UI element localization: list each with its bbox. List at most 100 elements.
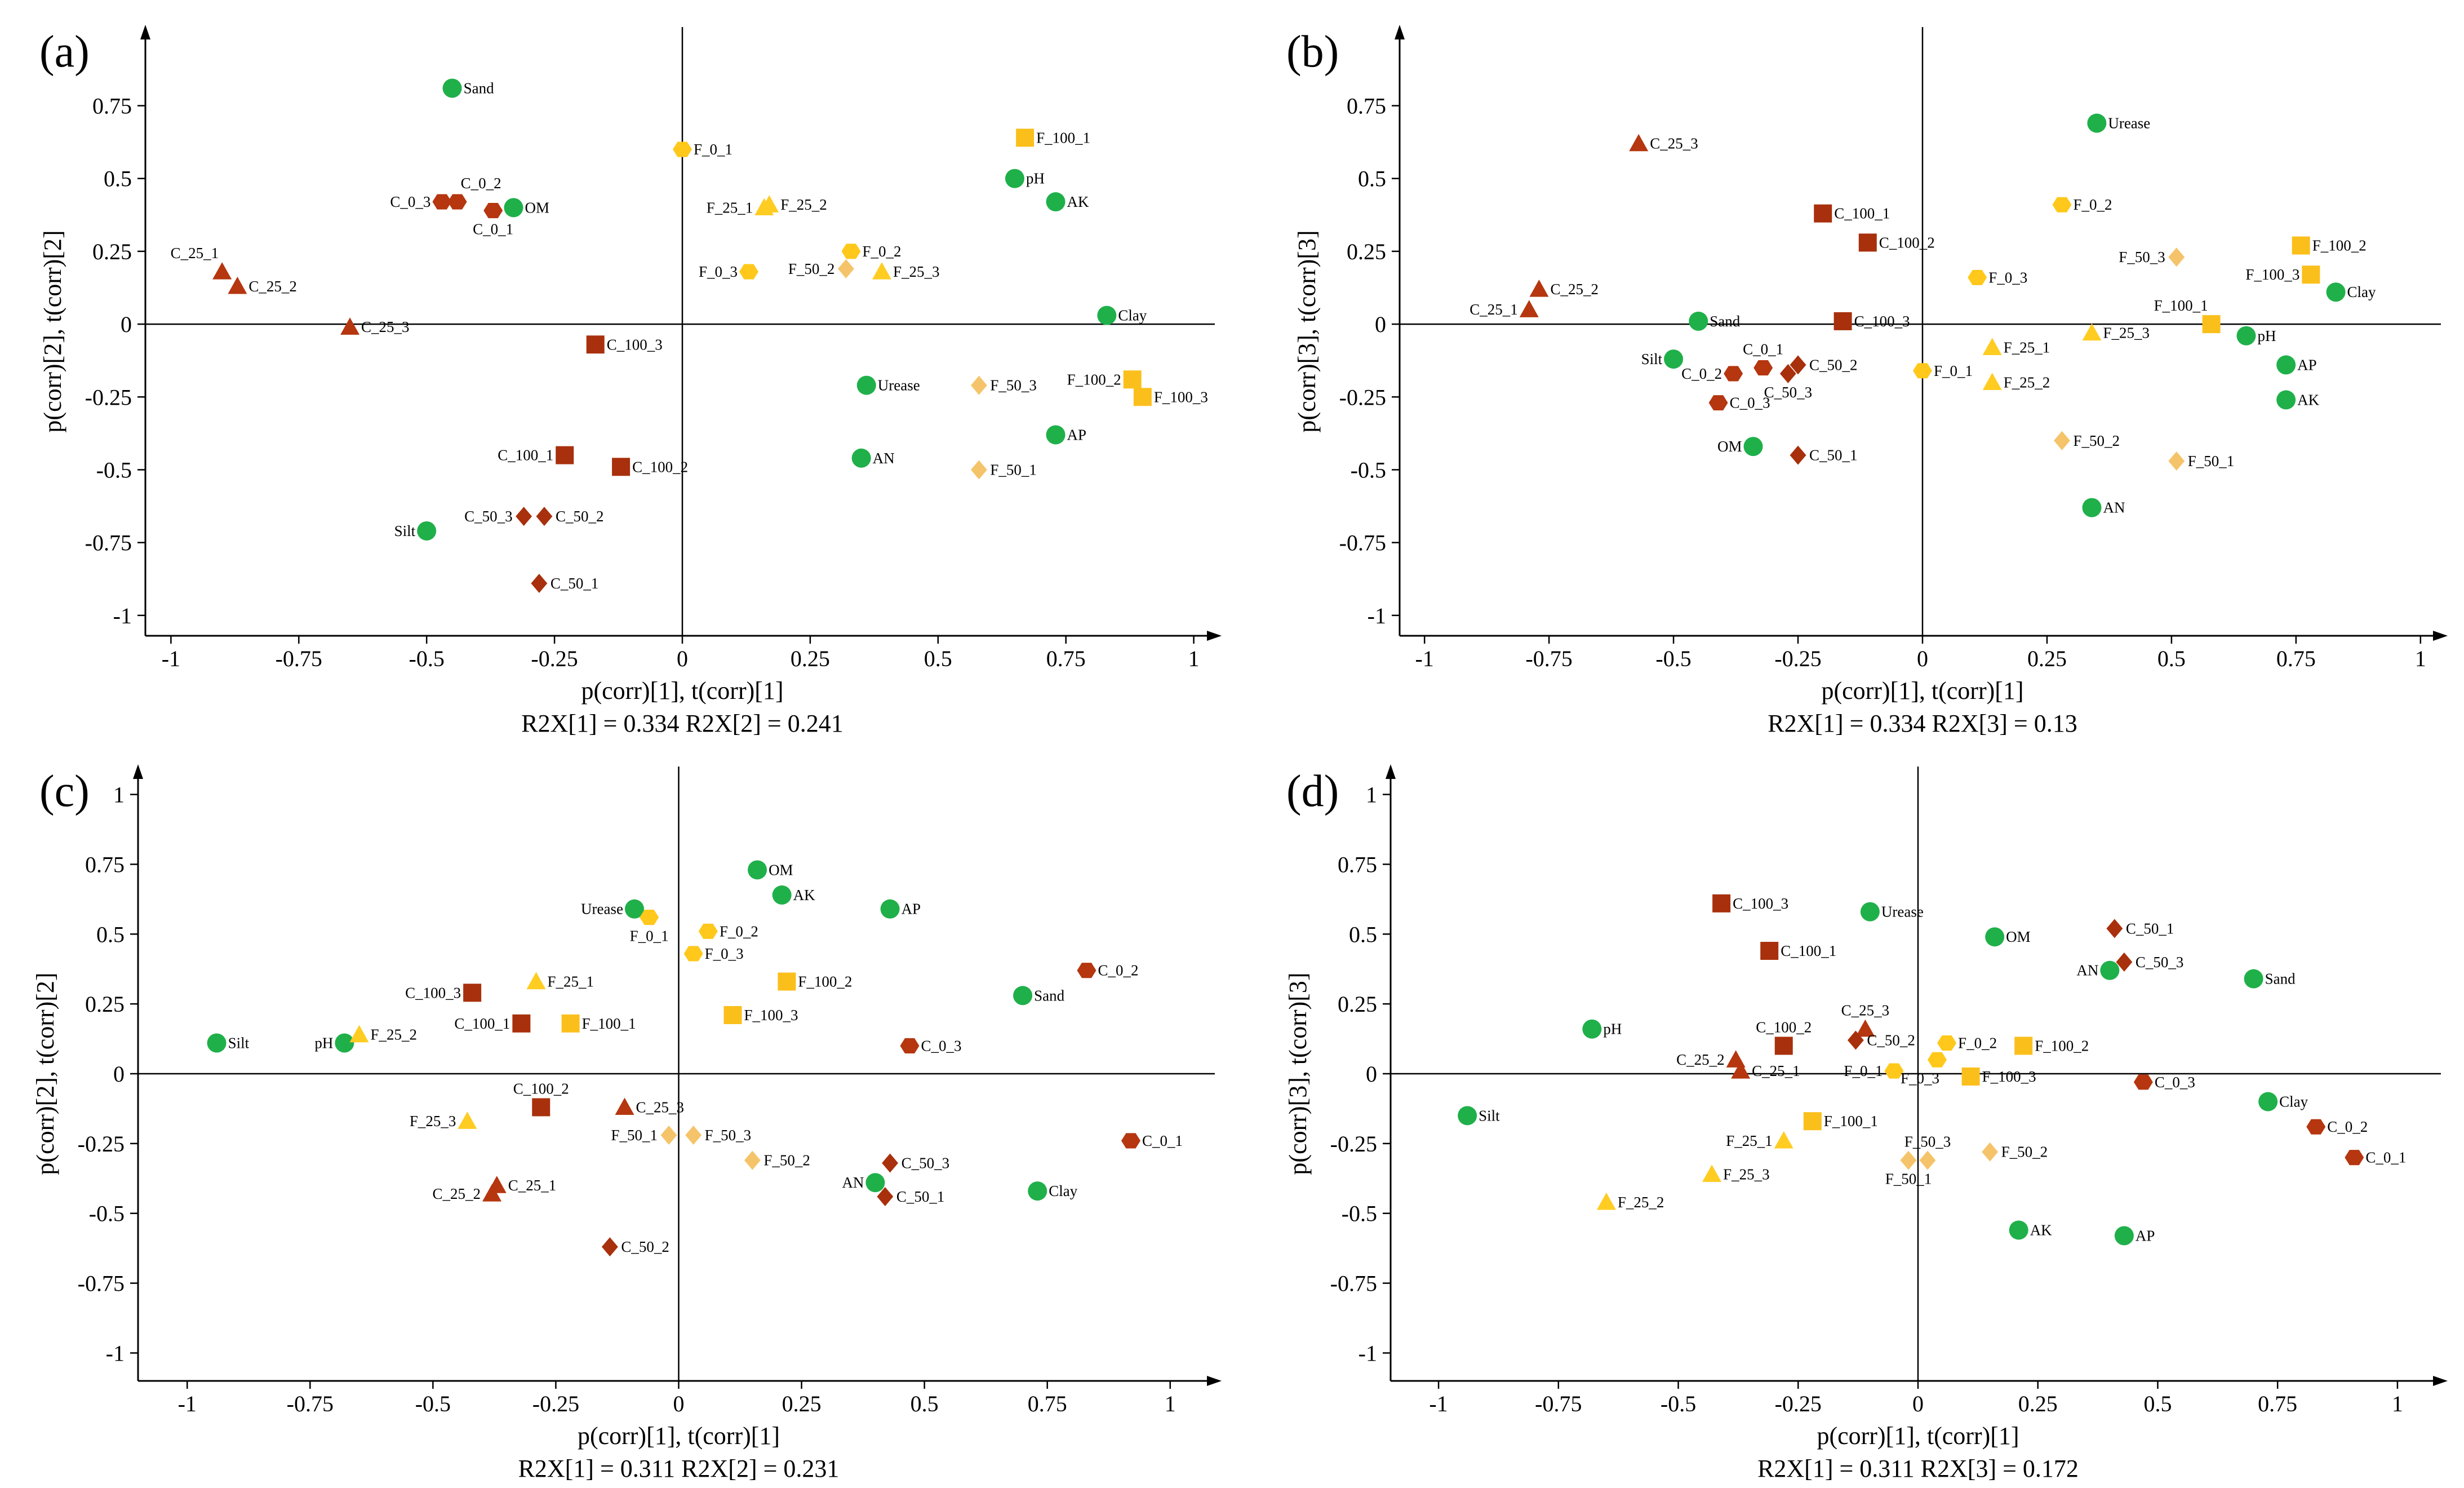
point-label: C_50_1 [2126, 920, 2174, 937]
point-marker-c-0-2 [447, 194, 467, 210]
point-marker-urease [2087, 113, 2107, 133]
point-label: Sand [2265, 971, 2296, 987]
point-label: AN [2076, 962, 2098, 979]
point-label: Clay [1118, 307, 1147, 324]
point-label: Clay [1049, 1183, 1077, 1199]
point-label: F_100_3 [1154, 388, 1208, 405]
point-marker-om [748, 860, 767, 880]
point-marker-c-0-1 [1753, 360, 1773, 376]
point-marker-f-50-1 [660, 1126, 677, 1145]
point-marker-f-100-3 [1133, 388, 1152, 406]
point-label: C_25_1 [171, 245, 219, 262]
point-label: AK [1067, 193, 1089, 210]
y-tick-label: 0.25 [1347, 239, 1386, 264]
point-label: C_50_3 [1764, 384, 1813, 401]
x-tick-label: 0.75 [1028, 1391, 1067, 1416]
point-label: C_0_3 [390, 193, 430, 210]
point-label: F_25_1 [548, 973, 594, 990]
panel-d: -1 -0.75 -0.5 -0.25 0 0.25 0.5 0.75 1 -1 -0.75 -0.5… [1284, 764, 2448, 1482]
point-label: F_0_1 [630, 928, 669, 945]
x-tick-label: 0.75 [2276, 646, 2316, 671]
point-marker-f-25-3 [2082, 323, 2102, 341]
point-label: C_25_2 [1676, 1051, 1725, 1068]
point-marker-silt [1664, 349, 1684, 369]
point-label: AK [793, 887, 815, 904]
point-marker-f-0-1 [1913, 363, 1932, 379]
point-marker-urease [1860, 902, 1880, 922]
point-label: AN [842, 1174, 864, 1191]
point-label: F_50_2 [763, 1152, 810, 1169]
point-label: C_0_2 [2327, 1118, 2368, 1135]
point-label: C_100_3 [1733, 895, 1788, 912]
point-marker-c-0-2 [1077, 963, 1096, 978]
point-marker-an [851, 448, 871, 468]
point-marker-c-50-3 [1779, 364, 1796, 383]
point-label: C_25_2 [1550, 281, 1599, 298]
point-label: F_0_3 [1988, 269, 2027, 286]
point-marker-c-100-2 [612, 458, 631, 476]
y-tick-label: 0 [113, 1061, 125, 1087]
point-label: F_25_3 [410, 1113, 456, 1130]
point-marker-f-50-3 [2168, 247, 2185, 267]
point-marker-f-100-1 [561, 1014, 580, 1033]
point-marker-c-50-2 [1847, 1030, 1864, 1050]
point-label: F_100_1 [582, 1015, 636, 1032]
point-label: F_50_2 [2073, 432, 2120, 449]
panel-label: (b) [1286, 27, 1339, 77]
point-marker-f-0-1 [1884, 1063, 1904, 1079]
point-marker-c-100-1 [1760, 942, 1779, 960]
point-label: C_50_3 [2136, 954, 2184, 971]
point-label: C_100_1 [1834, 205, 1890, 222]
point-label: C_100_1 [498, 447, 553, 464]
point-marker-c-50-2 [1790, 355, 1806, 375]
point-marker-c-0-3 [2133, 1074, 2153, 1090]
point-label: C_25_1 [508, 1177, 557, 1194]
point-marker-om [1985, 927, 2005, 947]
point-label: C_0_1 [1142, 1132, 1183, 1149]
point-label: AP [902, 901, 921, 918]
point-label: AK [2297, 391, 2319, 408]
point-label: F_100_3 [1982, 1068, 2036, 1085]
point-label: OM [769, 861, 793, 878]
point-label: F_25_3 [1723, 1166, 1770, 1183]
point-marker-silt [207, 1033, 227, 1053]
y-tick-label: 1 [1366, 782, 1377, 808]
point-label: Silt [1479, 1107, 1500, 1124]
point-marker-c-0-3 [1708, 395, 1728, 411]
y-tick-label: -0.5 [1342, 1201, 1377, 1226]
point-marker-c-100-3 [1712, 894, 1731, 913]
point-marker-f-100-3 [1961, 1067, 1980, 1086]
x-tick-label: -0.5 [1655, 646, 1691, 671]
x-tick-label: -0.25 [532, 1391, 579, 1416]
panel-label: (a) [39, 27, 90, 77]
point-label: C_0_3 [2155, 1074, 2195, 1091]
point-marker-sand [1013, 986, 1033, 1006]
point-marker-sand [2244, 969, 2263, 989]
point-marker-ak [772, 885, 792, 905]
y-axis-arrow-icon [140, 25, 150, 39]
point-label: F_25_2 [780, 196, 827, 213]
point-marker-f-50-3 [970, 375, 987, 395]
point-label: C_100_3 [1854, 313, 1910, 330]
point-marker-c-50-1 [1790, 445, 1806, 465]
point-label: F_25_3 [2103, 325, 2150, 342]
point-label: F_100_2 [2312, 237, 2367, 254]
point-label: C_50_2 [556, 508, 604, 525]
y-axis-arrow-icon [1395, 25, 1405, 39]
y-tick-label: -0.5 [96, 457, 132, 482]
y-tick-label: -1 [113, 603, 132, 628]
y-tick-label: 0.25 [85, 991, 125, 1017]
y-tick-label: -0.75 [1339, 530, 1386, 556]
x-axis-arrow-icon [2433, 1376, 2448, 1386]
point-label: F_25_2 [2004, 374, 2050, 391]
x-tick-label: -0.5 [409, 646, 445, 671]
point-marker-c-50-2 [536, 507, 553, 526]
point-marker-f-100-1 [2202, 315, 2221, 334]
point-label: OM [525, 199, 549, 216]
x-tick-label: -0.5 [415, 1391, 451, 1416]
point-label: pH [1026, 170, 1045, 187]
point-label: C_25_3 [361, 318, 410, 335]
x-tick-label: 1 [2415, 646, 2426, 671]
point-marker-f-0-3 [1968, 269, 1987, 285]
panel-label: (c) [39, 767, 90, 816]
